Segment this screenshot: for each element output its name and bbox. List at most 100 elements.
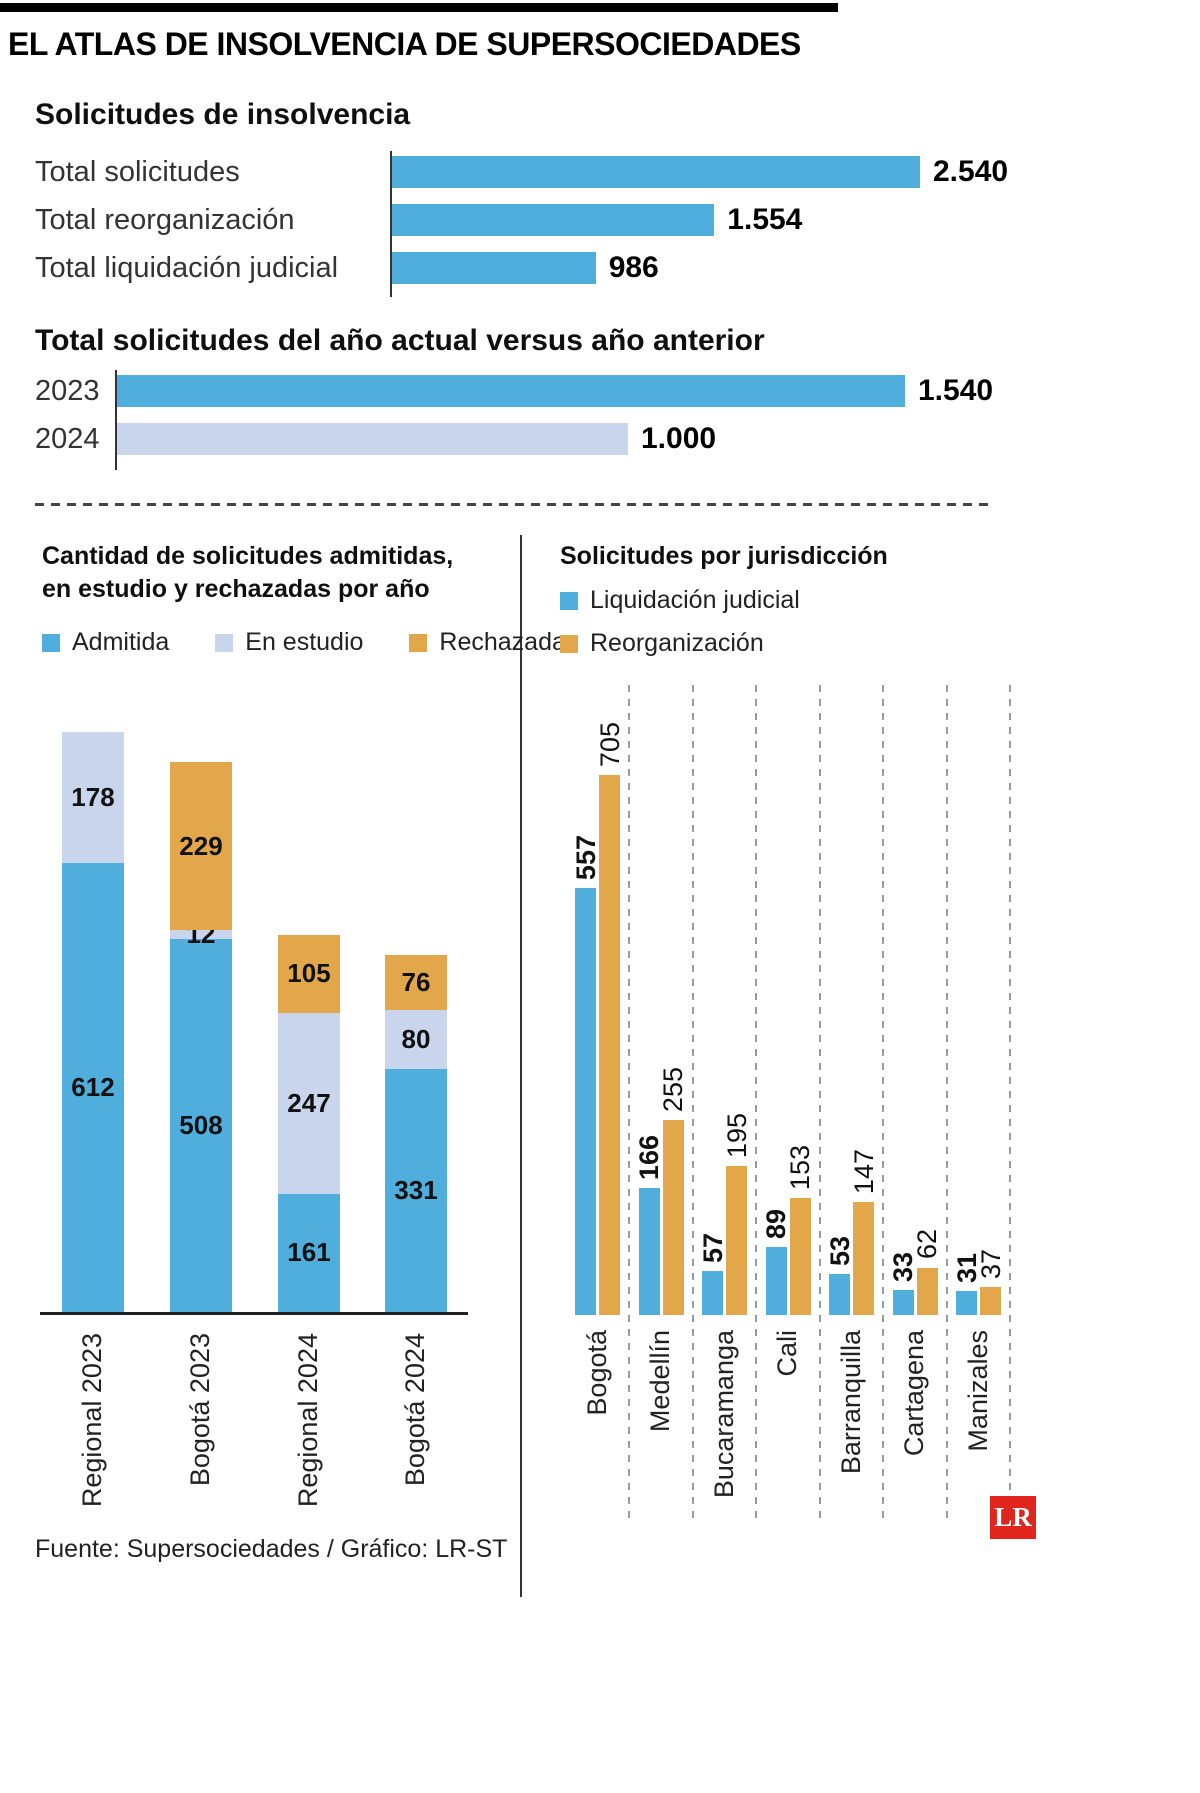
legend-item-rechazada: Rechazada <box>409 628 566 657</box>
bar-liquidacion-judicial <box>638 1187 660 1315</box>
gridline <box>1009 685 1011 1520</box>
stack-segment-rechazada: 229 <box>170 762 232 931</box>
hbar-value: 1.540 <box>918 374 994 407</box>
bar-value: 255 <box>658 1066 688 1112</box>
gridline <box>818 685 821 1520</box>
gridline <box>755 685 757 1520</box>
lr-logo-text: LR <box>994 1502 1032 1532</box>
bar-reorganizacion <box>662 1119 684 1315</box>
stack-segment-rechazada: 76 <box>385 954 447 1011</box>
bar-reorganizacion <box>916 1267 938 1315</box>
hbar-value: 986 <box>608 251 659 284</box>
bar-value: 53 <box>824 1236 855 1267</box>
hbar <box>390 204 715 236</box>
x-axis-label: Medellín <box>645 1330 675 1433</box>
segment-value: 161 <box>287 1237 331 1268</box>
hbar <box>390 252 596 284</box>
legend-label-reorganizacion: Reorganización <box>590 629 764 657</box>
axis-line <box>390 151 392 297</box>
bar-reorganizacion <box>726 1165 747 1315</box>
segment-value: 178 <box>71 781 115 812</box>
hbar-category-label: 2023 <box>35 374 100 407</box>
x-axis-label: Regional 2023 <box>77 1333 107 1508</box>
hbar-row: 2024 1.000 <box>35 422 1035 456</box>
bar-liquidacion-judicial <box>892 1289 914 1315</box>
bar-liquidacion-judicial <box>575 888 596 1315</box>
chart-solicitudes-insolvencia: Total solicitudes 2.540 Total reorganizaci… <box>35 151 1035 299</box>
stack-segment-admitida: 612 <box>62 862 124 1312</box>
lr-logo: LR <box>990 1496 1036 1539</box>
column-separator <box>520 535 522 1597</box>
bar-value: 153 <box>785 1144 815 1190</box>
legend-item-reorganizacion: Reorganización <box>560 629 800 658</box>
grouped-chart-title: Solicitudes por jurisdicción <box>560 542 888 570</box>
hbar-category-label: Total solicitudes <box>35 155 240 188</box>
legend-swatch-en-estudio <box>215 633 234 652</box>
legend-item-liquidacion: Liquidación judicial <box>560 586 800 615</box>
hbar-row: 2023 1.540 <box>35 374 1035 408</box>
x-axis-label: Manizales <box>962 1330 993 1452</box>
legend-label-en-estudio: En estudio <box>245 628 364 656</box>
bar-value: 195 <box>721 1112 752 1158</box>
bar-value: 557 <box>570 835 601 881</box>
legend-swatch-reorganizacion <box>560 634 578 653</box>
x-axis-label: Bogotá <box>581 1330 612 1416</box>
gridline <box>882 685 884 1520</box>
x-axis-label: Bucaramanga <box>708 1330 739 1499</box>
hbar <box>390 156 920 188</box>
bar-value: 705 <box>594 721 625 767</box>
top-rule <box>0 3 838 12</box>
hbar <box>115 375 905 407</box>
grouped-chart-legend: Liquidación judicial Reorganización <box>560 586 800 658</box>
bar-reorganizacion <box>789 1197 811 1315</box>
segment-value: 76 <box>401 966 431 997</box>
x-axis-label: Cali <box>772 1330 802 1377</box>
x-axis-label: Bogotá 2023 <box>185 1333 215 1487</box>
stack-segment-rechazada: 105 <box>278 935 340 1013</box>
hbar-category-label: Total reorganización <box>35 203 295 236</box>
segment-value: 105 <box>287 958 331 989</box>
chart-year-vs-year: 2023 1.540 2024 1.000 <box>35 370 1035 470</box>
legend-swatch-rechazada <box>409 633 428 652</box>
bar-value: 57 <box>697 1233 728 1264</box>
stacked-bar-plot: 612 178 Regional 2023 508 12 229 Bogotá 2023 16… <box>40 688 468 1507</box>
grouped-bar-plot: 557 705 Bogotá 166 255 Medellín 57 195 Bucaraman… <box>545 685 1020 1520</box>
source-credit: Fuente: Supersociedades / Gráfico: LR-ST <box>35 1535 508 1563</box>
legend-swatch-admitida <box>42 633 60 652</box>
segment-value: 247 <box>287 1087 331 1118</box>
hbar-row: Total reorganización 1.554 <box>35 203 1035 237</box>
stack-segment-en-estudio: 247 <box>278 1012 340 1194</box>
section-title-solicitudes: Solicitudes de insolvencia <box>35 98 411 131</box>
gridline <box>945 685 948 1520</box>
x-axis-label: Barranquilla <box>835 1330 866 1475</box>
hbar-value: 1.554 <box>727 203 803 236</box>
segment-value: 80 <box>401 1024 431 1055</box>
gridline <box>691 685 694 1520</box>
segment-value: 612 <box>71 1071 115 1102</box>
bar-value: 37 <box>975 1248 1006 1279</box>
legend-label-rechazada: Rechazada <box>439 628 566 656</box>
hbar-category-label: Total liquidación judicial <box>35 251 339 284</box>
hbar-row: Total solicitudes 2.540 <box>35 155 1035 189</box>
bar-liquidacion-judicial <box>829 1274 850 1315</box>
stack-segment-en-estudio: 178 <box>62 732 124 863</box>
stacked-chart-title: Cantidad de solicitudes admitidas, en es… <box>42 540 453 606</box>
stacked-chart-title-line1: Cantidad de solicitudes admitidas, <box>42 542 454 570</box>
page-title: EL ATLAS DE INSOLVENCIA DE SUPERSOCIEDAD… <box>8 26 801 62</box>
gridline <box>628 685 630 1520</box>
legend-label-liquidacion: Liquidación judicial <box>590 586 800 614</box>
hbar <box>115 423 628 455</box>
stack-segment-admitida: 331 <box>385 1069 447 1312</box>
x-axis-label: Cartagena <box>899 1330 929 1457</box>
hbar-row: Total liquidación judicial 986 <box>35 251 1035 285</box>
x-axis-label: Bogotá 2024 <box>400 1333 430 1487</box>
segment-value: 508 <box>179 1110 223 1141</box>
stack-segment-en-estudio: 12 <box>170 919 232 949</box>
stacked-chart-legend: Admitida En estudio Rechazada <box>42 628 566 657</box>
bar-reorganizacion <box>599 775 620 1315</box>
segment-value: 229 <box>179 830 223 861</box>
bar-value: 147 <box>848 1149 879 1195</box>
stack-segment-admitida: 508 <box>170 939 232 1312</box>
stack-segment-admitida: 161 <box>278 1193 340 1312</box>
legend-label-admitida: Admitida <box>72 628 170 656</box>
